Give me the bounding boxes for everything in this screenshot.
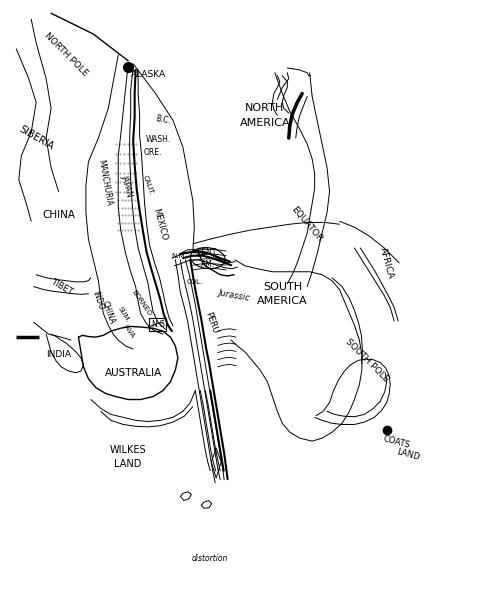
Text: Jurassic: Jurassic (218, 288, 250, 303)
Text: WASH.: WASH. (146, 135, 171, 144)
Text: AM.: AM. (200, 260, 215, 269)
Text: NORTH POLE: NORTH POLE (42, 32, 90, 78)
Text: COATS: COATS (382, 435, 411, 450)
Text: SIBERIA: SIBERIA (17, 124, 56, 152)
Text: SOUTH POLE: SOUTH POLE (344, 337, 390, 384)
Text: INDO: INDO (90, 290, 106, 311)
Text: WILKES: WILKES (110, 445, 146, 455)
Text: SUM.: SUM. (116, 306, 130, 324)
Text: N.M.: N.M. (172, 253, 188, 259)
Text: CENT.: CENT. (197, 248, 218, 257)
Text: B.C.: B.C. (155, 115, 171, 126)
Text: ALASKA: ALASKA (130, 70, 166, 79)
Text: AMERICA: AMERICA (240, 118, 290, 128)
Text: LAND: LAND (396, 447, 420, 461)
Text: AMERICA: AMERICA (257, 297, 308, 306)
Text: SOUTH: SOUTH (263, 282, 302, 291)
Text: ORE.: ORE. (144, 149, 162, 158)
Text: N.G.: N.G. (151, 319, 167, 328)
Text: AFRICA: AFRICA (378, 246, 396, 280)
Text: MEXICO: MEXICO (151, 207, 168, 241)
Text: INDIA: INDIA (46, 350, 71, 359)
Text: BORNEO: BORNEO (130, 290, 152, 317)
Text: JAPAN: JAPAN (120, 174, 134, 198)
Text: PERU: PERU (203, 310, 220, 334)
Text: CALIT.: CALIT. (142, 175, 155, 196)
Text: COL.: COL. (186, 279, 202, 285)
Text: LAND: LAND (114, 458, 142, 469)
Text: MANCHURIA: MANCHURIA (96, 159, 114, 207)
Text: EQUATOR: EQUATOR (289, 205, 324, 244)
Text: AUSTRALIA: AUSTRALIA (104, 368, 162, 378)
Text: CHINA: CHINA (100, 299, 116, 325)
Text: CHINA: CHINA (42, 210, 75, 220)
Text: TIBET: TIBET (48, 277, 74, 297)
Text: JAVA: JAVA (122, 322, 136, 338)
Text: NORTH: NORTH (246, 103, 284, 113)
Text: distortion: distortion (192, 554, 228, 563)
